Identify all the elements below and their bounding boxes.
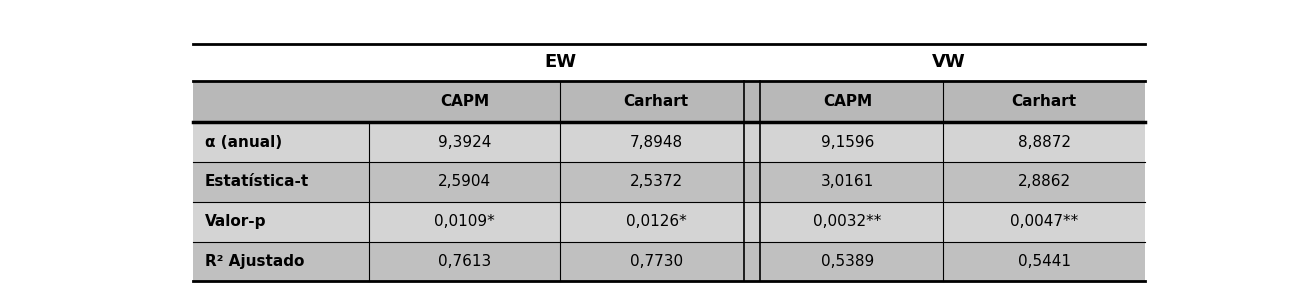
- Text: 9,3924: 9,3924: [438, 135, 491, 150]
- Bar: [192, 122, 1145, 162]
- Bar: [192, 44, 1145, 81]
- Bar: [192, 202, 1145, 241]
- Bar: [192, 162, 1145, 202]
- Text: 0,0047**: 0,0047**: [1010, 214, 1078, 229]
- Text: 0,7613: 0,7613: [438, 254, 491, 269]
- Text: VW: VW: [932, 54, 965, 71]
- Text: Carhart: Carhart: [624, 94, 689, 109]
- Text: Estatística-t: Estatística-t: [205, 174, 309, 189]
- Text: 0,0032**: 0,0032**: [814, 214, 881, 229]
- Text: 2,5904: 2,5904: [438, 174, 491, 189]
- Text: R² Ajustado: R² Ajustado: [205, 254, 304, 269]
- Text: 7,8948: 7,8948: [629, 135, 682, 150]
- Bar: [192, 81, 1145, 122]
- Text: 8,8872: 8,8872: [1018, 135, 1071, 150]
- Text: 0,7730: 0,7730: [629, 254, 682, 269]
- Text: 0,0126*: 0,0126*: [625, 214, 686, 229]
- Text: Carhart: Carhart: [1011, 94, 1076, 109]
- Text: α (anual): α (anual): [205, 135, 282, 150]
- Text: 0,5389: 0,5389: [822, 254, 874, 269]
- Bar: [192, 241, 1145, 281]
- Text: EW: EW: [545, 54, 576, 71]
- Text: 2,8862: 2,8862: [1018, 174, 1071, 189]
- Text: CAPM: CAPM: [823, 94, 872, 109]
- Text: 9,1596: 9,1596: [820, 135, 875, 150]
- Text: 3,0161: 3,0161: [822, 174, 874, 189]
- Text: Valor-p: Valor-p: [205, 214, 266, 229]
- Text: CAPM: CAPM: [441, 94, 489, 109]
- Text: 2,5372: 2,5372: [629, 174, 682, 189]
- Text: 0,5441: 0,5441: [1018, 254, 1071, 269]
- Text: 0,0109*: 0,0109*: [434, 214, 495, 229]
